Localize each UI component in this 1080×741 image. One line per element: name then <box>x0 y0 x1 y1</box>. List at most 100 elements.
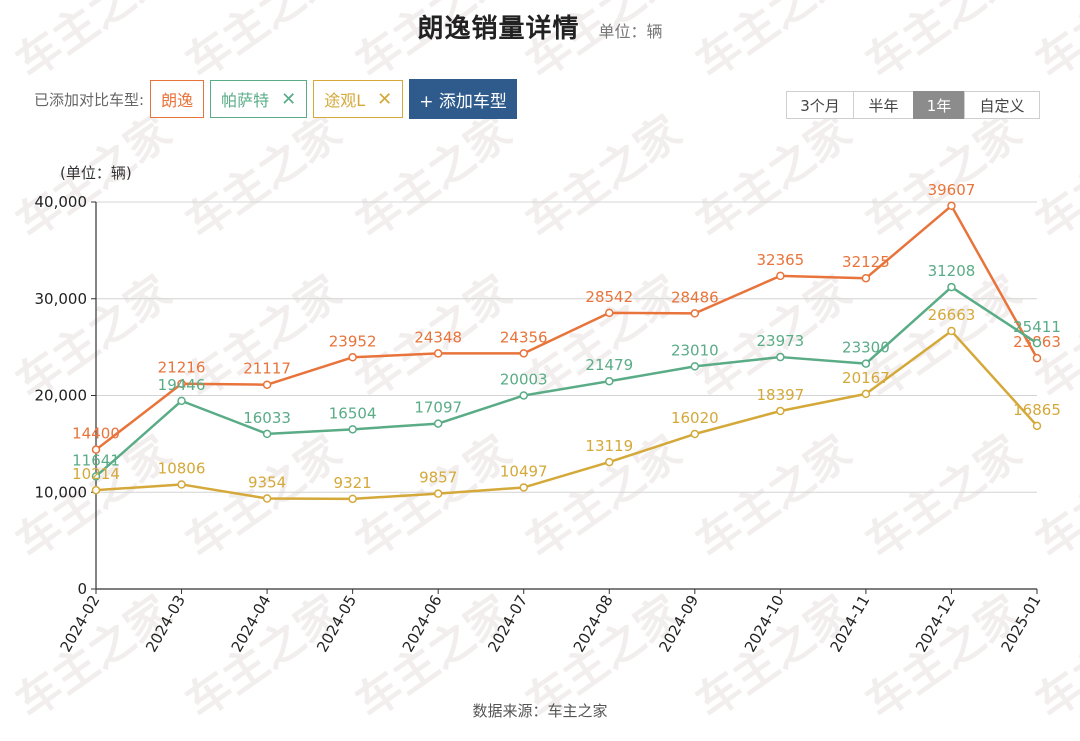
data-point[interactable] <box>433 419 443 428</box>
data-point[interactable] <box>1032 421 1042 431</box>
header: 朗逸销量详情 单位：辆 <box>0 8 1080 45</box>
data-point[interactable] <box>776 406 785 416</box>
data-point[interactable] <box>1032 353 1042 363</box>
data-label: 32125 <box>842 253 890 271</box>
period-3-months[interactable]: 3个月 <box>786 91 854 119</box>
data-label: 21117 <box>243 360 291 378</box>
close-icon[interactable]: ✕ <box>377 88 393 110</box>
data-label: 16504 <box>329 404 377 422</box>
data-source: 数据来源：车主之家 <box>472 702 608 720</box>
data-point[interactable] <box>861 389 871 399</box>
data-label: 25411 <box>1013 318 1061 336</box>
data-label: 24348 <box>414 328 462 346</box>
data-point[interactable] <box>177 396 186 406</box>
data-label: 14400 <box>72 425 120 443</box>
data-label: 9354 <box>248 474 286 492</box>
data-point[interactable] <box>348 494 357 504</box>
data-label: 32365 <box>757 251 805 269</box>
data-point[interactable] <box>348 353 357 362</box>
y-tick-label: 40,000 <box>35 193 88 211</box>
data-point[interactable] <box>690 309 700 318</box>
data-point[interactable] <box>776 271 785 281</box>
data-point[interactable] <box>690 362 700 371</box>
period-1-year[interactable]: 1年 <box>913 91 965 119</box>
data-label: 16033 <box>243 409 291 427</box>
data-point[interactable] <box>605 376 614 386</box>
data-label: 26663 <box>928 306 976 324</box>
data-point[interactable] <box>519 391 528 400</box>
compare-label: 已添加对比车型: <box>34 90 145 109</box>
data-point[interactable] <box>947 201 956 211</box>
series-2: 11641 19446 16033 16504 17097 20003 21479 23010… <box>72 262 1061 481</box>
data-label: 24356 <box>500 328 548 346</box>
compare-tag-passat[interactable]: 帕萨特 ✕ <box>210 80 308 118</box>
period-custom[interactable]: 自定义 <box>964 91 1040 119</box>
data-label: 10497 <box>500 462 548 480</box>
data-point[interactable] <box>91 445 101 454</box>
period-half-year[interactable]: 半年 <box>853 91 914 119</box>
series-1: 14400 21216 21117 23952 24348 24356 28542 28486… <box>72 181 1061 454</box>
page-title: 朗逸销量详情 <box>417 14 580 44</box>
data-label: 20003 <box>500 370 548 388</box>
data-label: 31208 <box>928 262 976 280</box>
data-label: 19446 <box>158 376 206 394</box>
data-point[interactable] <box>947 326 956 336</box>
data-point[interactable] <box>433 489 443 498</box>
data-point[interactable] <box>519 483 528 492</box>
data-point[interactable] <box>519 349 528 358</box>
close-icon[interactable]: ✕ <box>281 88 297 110</box>
data-point[interactable] <box>861 359 871 368</box>
x-tick-label: 2024-06 <box>399 592 446 655</box>
data-point[interactable] <box>776 352 785 362</box>
data-label: 10214 <box>72 465 120 483</box>
tag-label: 途观L <box>324 91 366 110</box>
data-point[interactable] <box>690 429 700 439</box>
period-selector: 3个月 半年 1年 自定义 <box>786 91 1040 119</box>
series-line <box>95 329 1038 501</box>
data-point[interactable] <box>91 472 101 481</box>
data-point[interactable] <box>605 308 614 318</box>
data-label: 10806 <box>158 459 206 477</box>
data-point[interactable] <box>91 485 101 495</box>
data-label: 16020 <box>671 409 719 427</box>
data-label: 11641 <box>72 451 120 469</box>
page-unit: 单位：辆 <box>598 22 663 41</box>
x-tick-label: 2025-01 <box>998 592 1045 655</box>
tag-label: 朗逸 <box>161 91 194 110</box>
compare-tag-langyi[interactable]: 朗逸 <box>150 80 205 118</box>
y-tick-label: 30,000 <box>35 290 88 308</box>
x-tick-label: 2024-08 <box>570 592 617 655</box>
y-tick-label: 20,000 <box>35 387 88 405</box>
series-line <box>95 204 1039 451</box>
data-point[interactable] <box>947 282 956 292</box>
data-label: 23973 <box>757 332 805 350</box>
series-3: 10214 10806 9354 9321 9857 10497 13119 16020 183… <box>72 306 1061 504</box>
data-label: 23010 <box>671 341 719 359</box>
data-point[interactable] <box>605 457 614 467</box>
data-label: 9321 <box>334 474 372 492</box>
data-point[interactable] <box>433 349 443 358</box>
x-tick-label: 2024-05 <box>313 592 360 655</box>
data-point[interactable] <box>177 480 186 489</box>
y-tick-label: 0 <box>77 580 87 598</box>
series-line <box>95 285 1038 478</box>
chart-unit-label: (单位：辆) <box>60 164 132 182</box>
data-point[interactable] <box>1032 338 1042 348</box>
x-tick-label: 2024-03 <box>142 592 189 655</box>
data-point[interactable] <box>262 429 272 439</box>
x-tick-label: 2024-07 <box>484 592 531 655</box>
add-car-button[interactable]: + 添加车型 <box>409 79 517 119</box>
data-label: 23952 <box>329 332 377 350</box>
data-label: 23300 <box>842 339 890 357</box>
compare-tag-tiguanl[interactable]: 途观L ✕ <box>313 80 404 118</box>
x-tick-label: 2024-09 <box>655 592 702 655</box>
data-point[interactable] <box>348 425 357 434</box>
x-tick-label: 2024-12 <box>912 592 959 655</box>
data-point[interactable] <box>861 273 871 283</box>
data-point[interactable] <box>262 494 272 503</box>
data-label: 9857 <box>419 469 457 487</box>
data-label: 13119 <box>585 437 633 455</box>
data-point[interactable] <box>262 380 272 389</box>
x-tick-label: 2024-11 <box>826 592 873 655</box>
data-point[interactable] <box>177 379 186 388</box>
